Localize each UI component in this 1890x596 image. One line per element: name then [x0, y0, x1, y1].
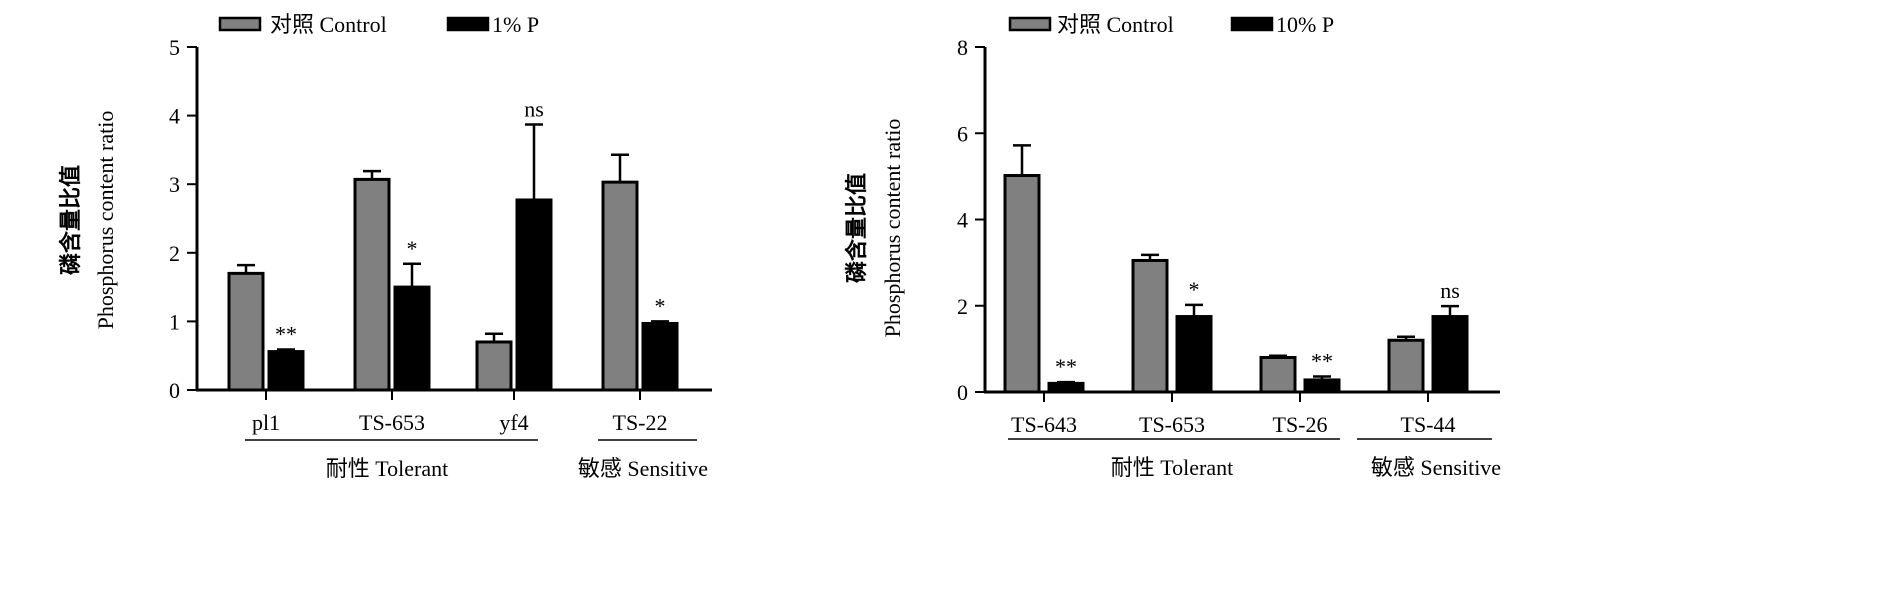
x-tick-label: pl1 — [252, 410, 280, 435]
legend-label-control: 对照 Control — [270, 12, 387, 37]
significance-label: ** — [1055, 354, 1077, 379]
significance-label: * — [1189, 277, 1200, 302]
bar-control — [601, 180, 639, 392]
y-tick-label: 4 — [957, 208, 968, 233]
x-tick-label: TS-22 — [613, 410, 668, 435]
bar-treatment — [393, 285, 431, 392]
bar-control — [1131, 258, 1169, 394]
y-tick-label: 0 — [169, 378, 180, 403]
significance-label: ns — [524, 97, 544, 122]
bar-control — [1387, 338, 1425, 394]
legend-label-treatment: 10% P — [1276, 12, 1334, 37]
x-tick-label: TS-643 — [1011, 412, 1077, 437]
y-axis-title-cn: 磷含量比值 — [844, 173, 869, 283]
bar-control — [1003, 174, 1041, 394]
legend-swatch-treatment — [1230, 16, 1274, 32]
y-tick-label: 5 — [169, 35, 180, 60]
x-tick-label: TS-44 — [1401, 412, 1456, 437]
y-tick-label: 2 — [169, 241, 180, 266]
y-axis-title-cn: 磷含量比值 — [58, 165, 83, 275]
significance-label: ** — [1311, 348, 1333, 373]
significance-label: * — [407, 236, 418, 261]
y-tick-label: 4 — [169, 104, 180, 129]
y-tick-label: 2 — [957, 294, 968, 319]
bar-treatment — [641, 321, 679, 392]
y-axis-title-en: Phosphorus content ratio — [93, 111, 118, 330]
legend-swatch-control — [1008, 16, 1052, 32]
x-tick-label: TS-26 — [1273, 412, 1328, 437]
x-tick-label: TS-653 — [1139, 412, 1205, 437]
y-tick-label: 6 — [957, 121, 968, 146]
bar-treatment — [267, 350, 305, 392]
bar-treatment — [1047, 381, 1085, 394]
bar-control — [475, 340, 513, 392]
legend-label-treatment: 1% P — [492, 12, 539, 37]
y-tick-label: 3 — [169, 172, 180, 197]
group-label-sensitive: 敏感 Sensitive — [578, 456, 708, 481]
group-label-tolerant: 耐性 Tolerant — [1111, 455, 1233, 480]
y-axis-title-en: Phosphorus content ratio — [880, 119, 905, 338]
significance-label: ** — [275, 322, 297, 347]
group-label-sensitive: 敏感 Sensitive — [1371, 455, 1501, 480]
legend-swatch-treatment — [446, 16, 490, 32]
x-tick-label: yf4 — [499, 410, 528, 435]
bar-control — [227, 271, 265, 392]
significance-label: ns — [1440, 278, 1460, 303]
y-tick-label: 8 — [957, 35, 968, 60]
bar-treatment — [515, 198, 553, 392]
y-tick-label: 0 — [957, 380, 968, 405]
bar-control — [1259, 356, 1297, 394]
bar-treatment — [1431, 315, 1469, 394]
bar-treatment — [1303, 378, 1341, 394]
x-tick-label: TS-653 — [359, 410, 425, 435]
group-label-tolerant: 耐性 Tolerant — [326, 456, 448, 481]
legend-swatch-control — [218, 16, 262, 32]
y-tick-label: 1 — [169, 309, 180, 334]
significance-label: * — [655, 293, 666, 318]
bar-control — [353, 177, 391, 392]
legend-label-control: 对照 Control — [1057, 12, 1174, 37]
bar-treatment — [1175, 315, 1213, 394]
